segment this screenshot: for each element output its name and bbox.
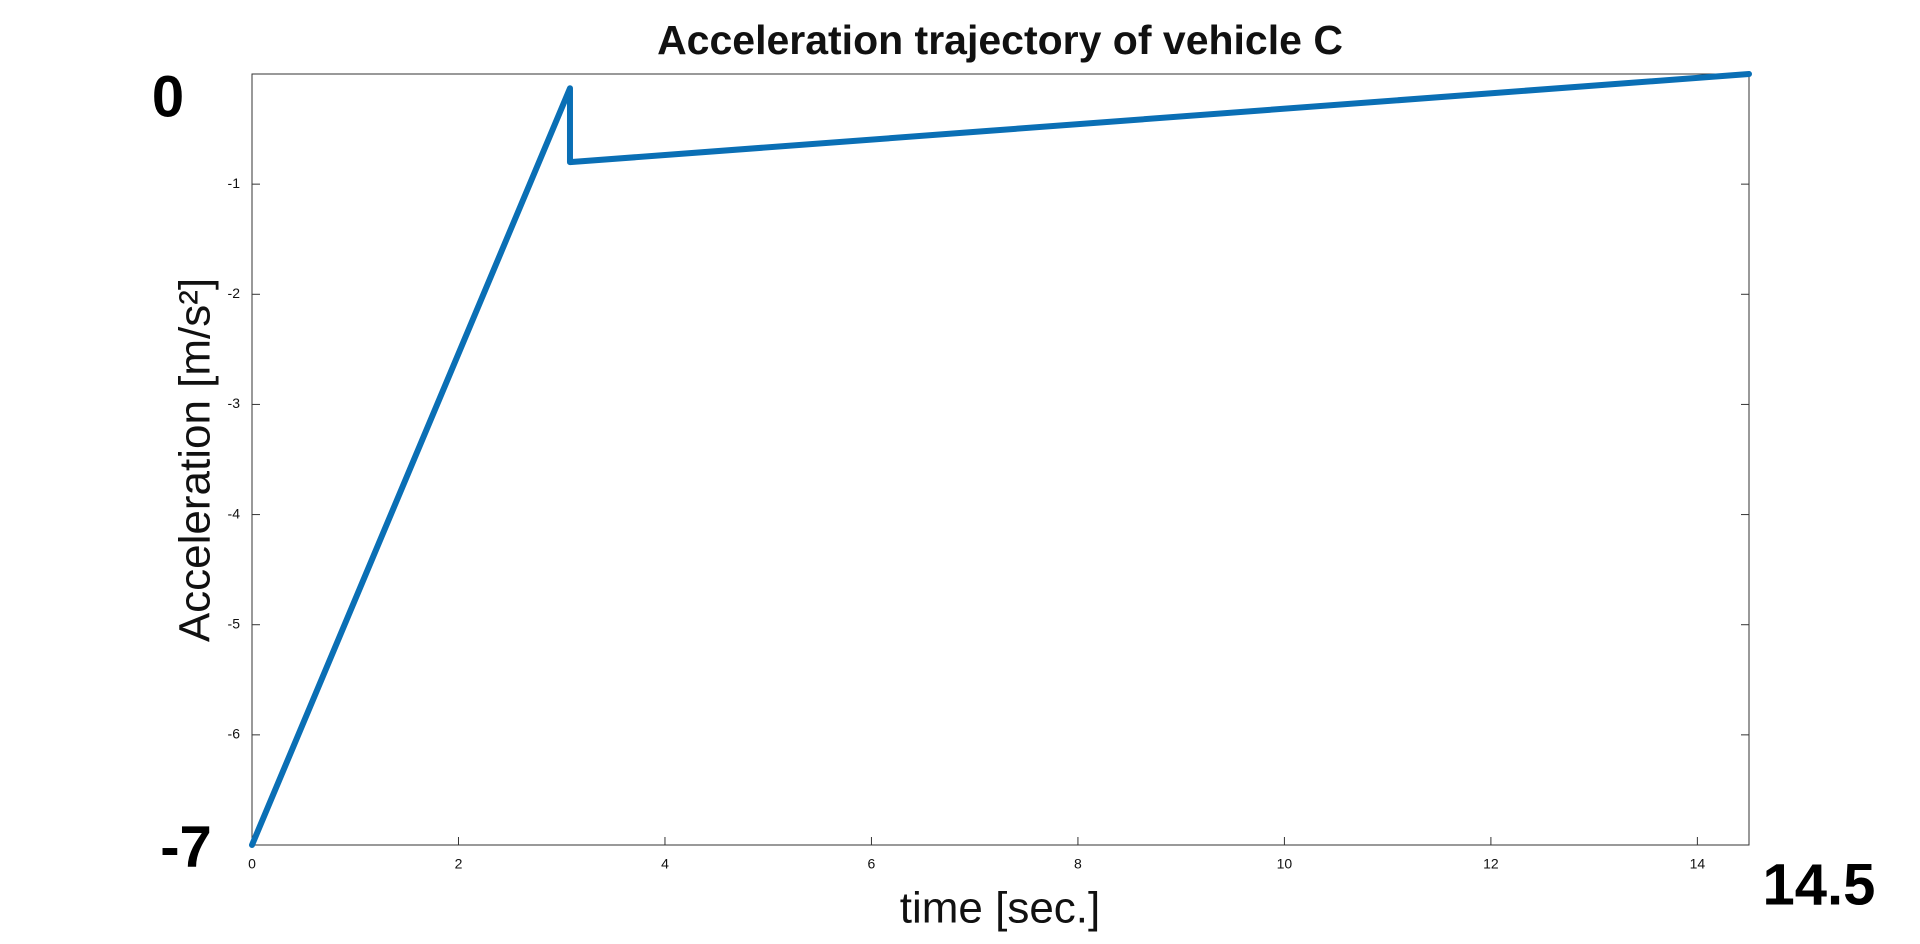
x-axis-label: time [sec.]: [900, 884, 1101, 933]
y-tick-label: -2: [228, 285, 241, 301]
y-tick-label: -6: [228, 726, 241, 742]
chart-title: Acceleration trajectory of vehicle C: [657, 17, 1343, 63]
plot-frame: [251, 73, 1750, 846]
data-line: [249, 71, 1752, 848]
x-tick-label: 14: [1690, 856, 1706, 872]
x-tick-label: 4: [661, 856, 669, 872]
x-tick-label: 14.5: [1763, 852, 1876, 917]
y-tick-label: -4: [228, 505, 241, 521]
y-tick-label: 0: [152, 64, 184, 129]
y-tick-label: -7: [160, 814, 212, 879]
y-tick-label: -3: [228, 395, 241, 411]
x-tick-label: 8: [1074, 856, 1082, 872]
x-tick-label: 6: [868, 856, 876, 872]
y-axis-label: Acceleration [m/s²]: [171, 278, 220, 642]
x-tick-label: 10: [1277, 856, 1293, 872]
x-tick-label: 2: [455, 856, 463, 872]
x-tick-label: 0: [248, 856, 256, 872]
y-tick-label: -5: [228, 615, 241, 631]
x-tick-label: 12: [1483, 856, 1499, 872]
y-tick-label: -1: [228, 175, 241, 191]
